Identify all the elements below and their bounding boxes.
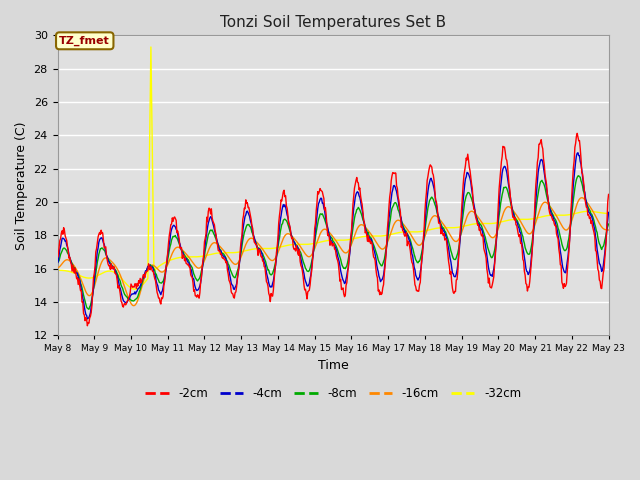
- Title: Tonzi Soil Temperatures Set B: Tonzi Soil Temperatures Set B: [220, 15, 446, 30]
- Legend: -2cm, -4cm, -8cm, -16cm, -32cm: -2cm, -4cm, -8cm, -16cm, -32cm: [140, 382, 526, 404]
- Text: TZ_fmet: TZ_fmet: [60, 36, 110, 46]
- Y-axis label: Soil Temperature (C): Soil Temperature (C): [15, 121, 28, 250]
- X-axis label: Time: Time: [317, 359, 348, 372]
